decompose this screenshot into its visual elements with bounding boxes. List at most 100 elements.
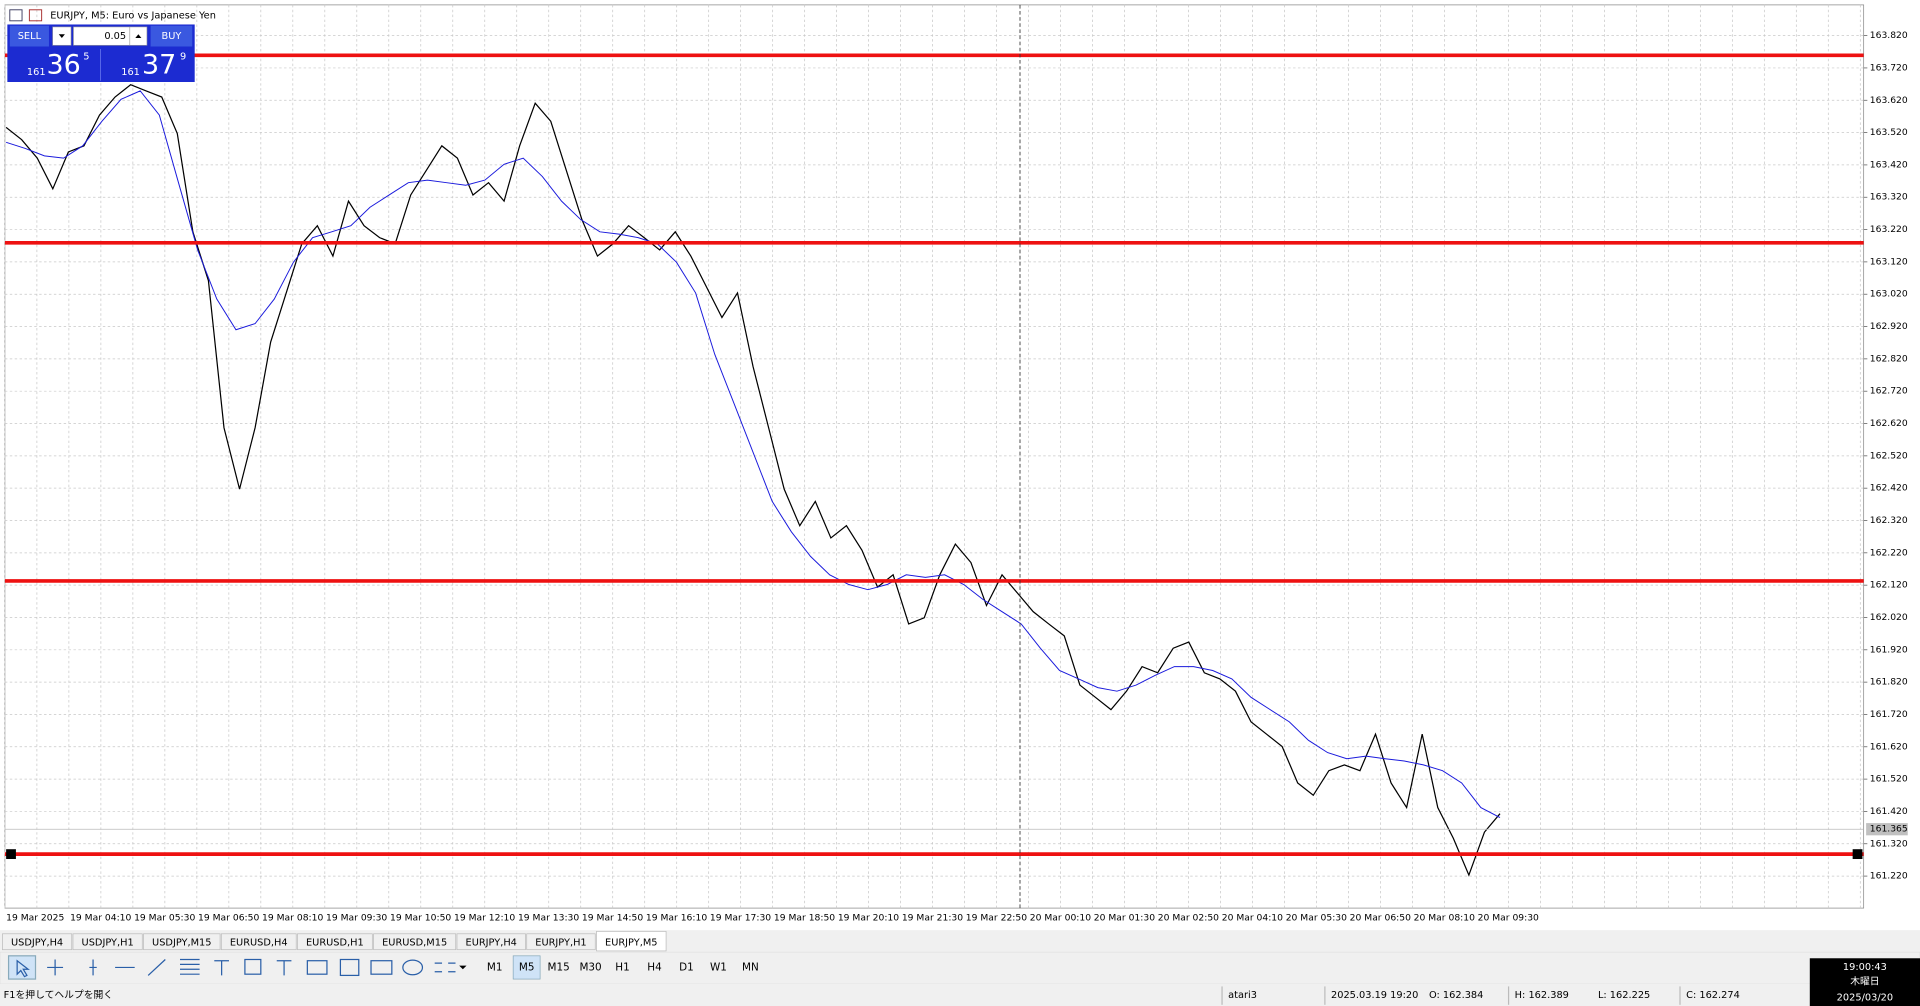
y-tick-label: 163.120 bbox=[1870, 256, 1908, 267]
x-tick-label: 19 Mar 22:50 bbox=[966, 912, 1027, 923]
y-tick-label: 161.820 bbox=[1870, 677, 1908, 688]
vline-tool[interactable] bbox=[89, 959, 97, 976]
y-tick-label: 162.820 bbox=[1870, 353, 1908, 364]
ok-tool[interactable] bbox=[370, 960, 393, 975]
arrow bbox=[459, 965, 467, 970]
level-handle[interactable] bbox=[1852, 849, 1863, 860]
x-tick-label: 20 Mar 08:10 bbox=[1414, 912, 1475, 923]
trendline-tool[interactable] bbox=[147, 959, 166, 976]
x-tick-label: 19 Mar 06:50 bbox=[198, 912, 259, 923]
y-tick-label: 163.620 bbox=[1870, 95, 1908, 106]
x-tick-label: 20 Mar 00:10 bbox=[1030, 912, 1091, 923]
y-tick-label: 163.320 bbox=[1870, 192, 1908, 203]
tab-label: USDJPY,M15 bbox=[152, 937, 211, 948]
y-tick-label: 163.420 bbox=[1870, 159, 1908, 170]
x-tick-label: 19 Mar 13:30 bbox=[518, 912, 579, 923]
tab-label: EURJPY,M5 bbox=[605, 937, 657, 948]
clock-date: 2025/03/20 bbox=[1837, 992, 1893, 1003]
tab-bg bbox=[596, 930, 667, 952]
tab[interactable]: USDJPY,M15 bbox=[143, 933, 221, 951]
bid-big: 36 bbox=[47, 50, 81, 81]
timeframe-button[interactable]: M30 bbox=[579, 961, 601, 973]
x-tick-label: 19 Mar 14:50 bbox=[582, 912, 643, 923]
tab[interactable]: EURJPY,H1 bbox=[526, 933, 596, 951]
tab-bg bbox=[526, 933, 596, 951]
tab-bg bbox=[220, 933, 297, 951]
tab[interactable]: EURUSD,M15 bbox=[373, 933, 457, 951]
x-tick-label: 19 Mar 05:30 bbox=[134, 912, 195, 923]
y-tick-label: 163.520 bbox=[1870, 127, 1908, 138]
price-line bbox=[5, 84, 1501, 877]
y-tick-label: 162.720 bbox=[1870, 386, 1908, 397]
status-profile: atari3 bbox=[1228, 990, 1257, 1001]
text-tool[interactable] bbox=[214, 960, 229, 976]
tab-bg bbox=[2, 933, 73, 951]
object-tool[interactable] bbox=[402, 959, 424, 976]
x-tick-label: 19 Mar 04:10 bbox=[70, 912, 131, 923]
shapes-tool[interactable] bbox=[434, 962, 456, 973]
tab[interactable]: USDJPY,H1 bbox=[72, 933, 143, 951]
y-tick-label: 161.220 bbox=[1870, 871, 1908, 882]
tab[interactable]: EURJPY,M5 bbox=[596, 930, 667, 952]
y-tick-label: 163.820 bbox=[1870, 30, 1908, 41]
rect-tool[interactable] bbox=[306, 960, 328, 975]
icon bbox=[16, 959, 30, 978]
shape-tool[interactable] bbox=[244, 958, 262, 975]
chart-tool[interactable] bbox=[339, 958, 360, 977]
sell-button[interactable] bbox=[9, 25, 49, 47]
tab[interactable]: EURJPY,H4 bbox=[456, 933, 526, 951]
y-tick-label: 161.620 bbox=[1870, 741, 1908, 752]
tab-label: EURUSD,M15 bbox=[382, 937, 447, 948]
chart-window: 163.820 163.720 163.620 163.520 163.420 163.3… bbox=[4, 4, 1908, 909]
timeframe-button[interactable]: H4 bbox=[647, 961, 662, 973]
y-tick-label: 162.420 bbox=[1870, 483, 1908, 494]
timeframe-button[interactable]: M15 bbox=[548, 961, 570, 973]
x-tick-label: 19 Mar 10:50 bbox=[390, 912, 451, 923]
tabs: USDJPY,H4 USDJPY,H1 USDJPY,M15 EURUSD,H4 EUR… bbox=[2, 930, 667, 952]
tab[interactable]: EURUSD,H4 bbox=[220, 933, 297, 951]
tab-bg bbox=[143, 933, 221, 951]
tab[interactable]: USDJPY,H4 bbox=[2, 933, 73, 951]
x-tick-label: 20 Mar 04:10 bbox=[1222, 912, 1283, 923]
timeframe-button[interactable]: M5 bbox=[519, 961, 535, 973]
clock-day: 木曜日 bbox=[1850, 976, 1879, 988]
moving-average bbox=[5, 90, 1501, 819]
y-tick-label: 162.220 bbox=[1870, 547, 1908, 558]
bid-prefix: 161 bbox=[27, 67, 46, 78]
tab-label: EURUSD,H1 bbox=[306, 937, 364, 948]
timeframe-active bbox=[512, 955, 541, 980]
timeframe-button[interactable]: W1 bbox=[710, 961, 727, 973]
status-high: H: 162.389 bbox=[1515, 990, 1569, 1001]
timeframe-button[interactable]: M1 bbox=[487, 961, 503, 973]
timeframe-button[interactable]: D1 bbox=[679, 961, 694, 973]
current-price-box bbox=[1866, 823, 1908, 836]
tab-bg bbox=[297, 933, 373, 951]
timeframe-button[interactable]: H1 bbox=[615, 961, 629, 973]
crosshair-tool[interactable] bbox=[47, 959, 64, 976]
timeframe-button[interactable]: MN bbox=[742, 961, 759, 973]
timeframes: M1 M5 M15 M30 H1 H4 D1 W1 MN bbox=[487, 955, 759, 980]
ask-prefix: 161 bbox=[121, 67, 140, 78]
level-handle[interactable] bbox=[6, 849, 16, 860]
label-tool[interactable] bbox=[276, 960, 292, 976]
cursor-tool[interactable] bbox=[7, 955, 37, 980]
x-tick-label: 19 Mar 17:30 bbox=[710, 912, 771, 923]
tab-bg bbox=[373, 933, 457, 951]
tab-label: USDJPY,H4 bbox=[11, 937, 63, 948]
y-tick-label: 161.320 bbox=[1870, 838, 1908, 849]
fibo-tool[interactable] bbox=[180, 958, 200, 975]
tab-label: EURUSD,H4 bbox=[230, 937, 288, 948]
clock-time: 19:00:43 bbox=[1843, 962, 1887, 973]
y-tick-label: 162.620 bbox=[1870, 418, 1908, 429]
x-tick-label: 19 Mar 09:30 bbox=[326, 912, 387, 923]
y-tick-label: 161.520 bbox=[1870, 774, 1908, 785]
sell-label: SELL bbox=[18, 31, 42, 42]
x-tick-label: 20 Mar 09:30 bbox=[1478, 912, 1539, 923]
status-help: F1を押してヘルプを開く bbox=[4, 988, 113, 1001]
ask-sup: 9 bbox=[180, 51, 186, 62]
buy-button[interactable] bbox=[150, 25, 193, 47]
overlay: EURJPY, M5: Euro vs Japanese Yen SELL 0.… bbox=[7, 4, 1021, 909]
tab[interactable]: EURUSD,H1 bbox=[297, 933, 373, 951]
icon bbox=[28, 9, 43, 22]
